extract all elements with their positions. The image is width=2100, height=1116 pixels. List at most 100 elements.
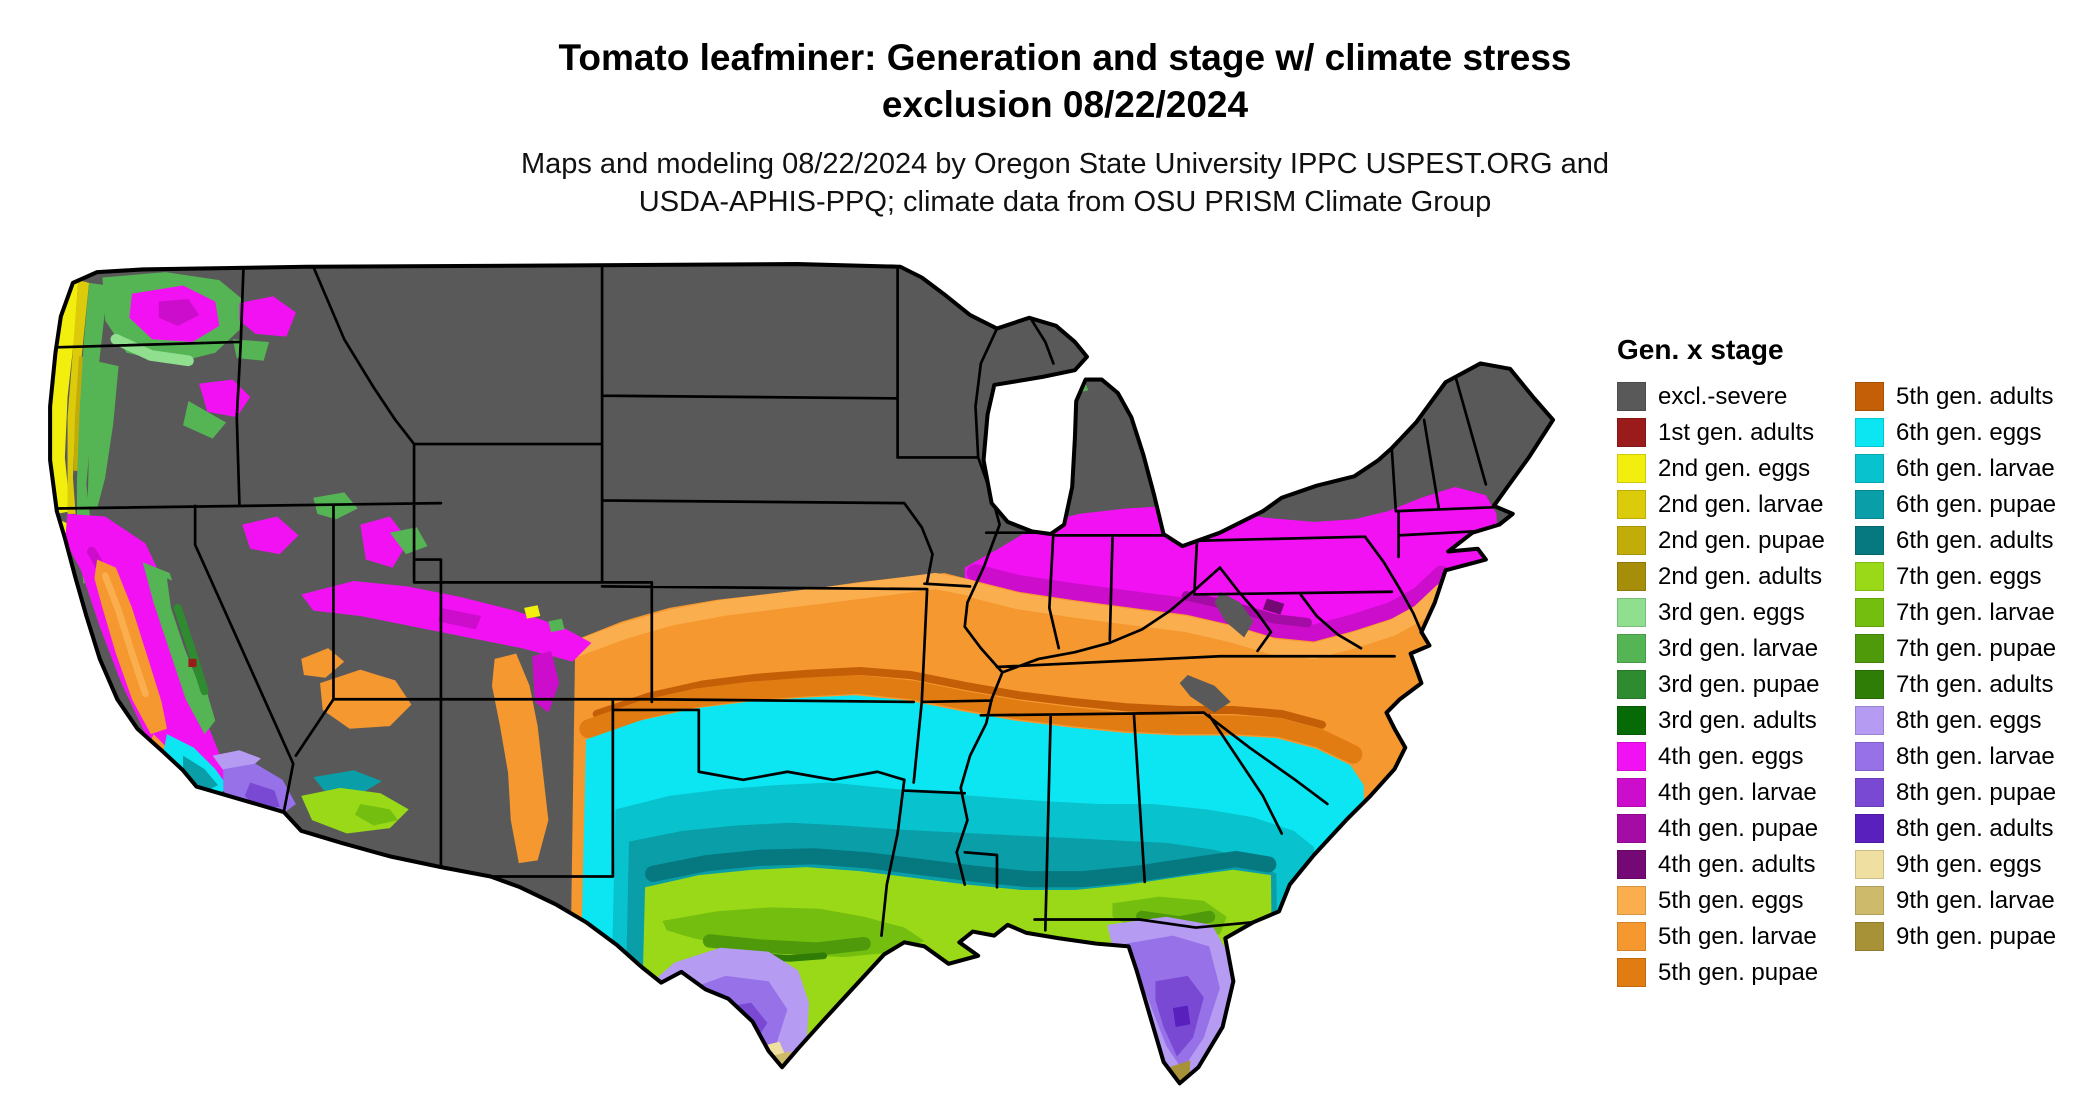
legend-swatch — [1617, 742, 1646, 771]
legend-label: 8th gen. larvae — [1896, 742, 2055, 770]
legend-label: 5th gen. pupae — [1658, 958, 1819, 986]
legend-swatch — [1617, 418, 1646, 447]
map-header: Tomato leafminer: Generation and stage w… — [0, 34, 2100, 221]
legend-label: 2nd gen. adults — [1658, 562, 1823, 590]
legend-row: 2nd gen. pupae — [1617, 526, 1845, 555]
legend-swatch — [1617, 850, 1646, 879]
map-title-line2: exclusion 08/22/2024 — [881, 84, 1249, 126]
legend-swatch — [1617, 526, 1646, 555]
legend-row: 7th gen. eggs — [1855, 562, 2083, 591]
legend-row: 8th gen. eggs — [1855, 706, 2083, 735]
legend-label: 3rd gen. eggs — [1658, 598, 1805, 626]
legend-row: 2nd gen. eggs — [1617, 454, 1845, 483]
legend-row: 4th gen. eggs — [1617, 742, 1845, 771]
legend-row: 8th gen. larvae — [1855, 742, 2083, 771]
legend-label: 2nd gen. larvae — [1658, 490, 1824, 518]
legend-swatch — [1855, 598, 1884, 627]
legend-label: 5th gen. larvae — [1658, 922, 1817, 950]
legend-label: 4th gen. adults — [1658, 850, 1816, 878]
legend-row: 1st gen. adults — [1617, 418, 1845, 447]
legend-label: 5th gen. adults — [1896, 382, 2054, 410]
legend-label: 4th gen. pupae — [1658, 814, 1819, 842]
legend-row: 2nd gen. larvae — [1617, 490, 1845, 519]
legend-label: 9th gen. pupae — [1896, 922, 2057, 950]
legend-label: 6th gen. eggs — [1896, 418, 2042, 446]
legend-label: 6th gen. pupae — [1896, 490, 2057, 518]
legend-swatch — [1855, 706, 1884, 735]
legend-swatch — [1855, 778, 1884, 807]
legend-label: 7th gen. eggs — [1896, 562, 2042, 590]
legend-row: 5th gen. pupae — [1617, 958, 1845, 987]
state-borders — [55, 264, 1497, 937]
legend-row: 9th gen. pupae — [1855, 922, 2083, 951]
legend-row: 5th gen. larvae — [1617, 922, 1845, 951]
legend-swatch — [1855, 634, 1884, 663]
legend: Gen. x stage excl.-severe 1st gen. adults… — [1617, 334, 2083, 987]
region-gen5-eggs-strip-east — [967, 582, 1450, 660]
legend-label: 3rd gen. larvae — [1658, 634, 1819, 662]
legend-swatch — [1617, 598, 1646, 627]
legend-label: 6th gen. adults — [1896, 526, 2054, 554]
legend-swatch — [1617, 778, 1646, 807]
legend-row: excl.-severe — [1617, 382, 1845, 411]
legend-swatch — [1617, 562, 1646, 591]
legend-swatch — [1855, 922, 1884, 951]
legend-row: 9th gen. eggs — [1855, 850, 2083, 879]
legend-title: Gen. x stage — [1617, 334, 1784, 365]
legend-swatch — [1855, 814, 1884, 843]
legend-row: 5th gen. adults — [1855, 382, 2083, 411]
map-raster-regions — [50, 264, 1554, 1084]
legend-row: 3rd gen. larvae — [1617, 634, 1845, 663]
us-map — [38, 256, 1596, 1095]
legend-row: 3rd gen. adults — [1617, 706, 1845, 735]
legend-swatch — [1617, 922, 1646, 951]
legend-swatch — [1855, 490, 1884, 519]
legend-row: 7th gen. adults — [1855, 670, 2083, 699]
legend-label: 6th gen. larvae — [1896, 454, 2055, 482]
legend-row: 6th gen. eggs — [1855, 418, 2083, 447]
legend-label: 8th gen. pupae — [1896, 778, 2057, 806]
legend-row: 6th gen. adults — [1855, 526, 2083, 555]
legend-label: 7th gen. larvae — [1896, 598, 2055, 626]
map-title: Tomato leafminer: Generation and stage w… — [0, 34, 2100, 129]
legend-row: 4th gen. adults — [1617, 850, 1845, 879]
legend-swatch — [1855, 742, 1884, 771]
legend-row: 8th gen. pupae — [1855, 778, 2083, 807]
legend-label: 8th gen. eggs — [1896, 706, 2042, 734]
legend-swatch — [1617, 670, 1646, 699]
legend-columns: excl.-severe 1st gen. adults 2nd gen. eggs… — [1617, 382, 2083, 987]
legend-row: 3rd gen. eggs — [1617, 598, 1845, 627]
legend-row: 9th gen. larvae — [1855, 886, 2083, 915]
region-gen7-pupae-texas — [702, 934, 871, 956]
legend-row: 4th gen. larvae — [1617, 778, 1845, 807]
legend-label: 8th gen. adults — [1896, 814, 2054, 842]
region-gen4-larvae-strip — [966, 564, 1451, 643]
legend-label: 1st gen. adults — [1658, 418, 1815, 446]
legend-label: 7th gen. adults — [1896, 670, 2054, 698]
legend-row: 5th gen. eggs — [1617, 886, 1845, 915]
legend-column-1: excl.-severe 1st gen. adults 2nd gen. eggs… — [1617, 382, 1845, 987]
legend-swatch — [1617, 958, 1646, 987]
map-subtitle-line1: Maps and modeling 08/22/2024 by Oregon S… — [520, 147, 1610, 180]
legend-label: 4th gen. larvae — [1658, 778, 1817, 806]
legend-swatch — [1855, 886, 1884, 915]
map-subtitle-line2: USDA-APHIS-PPQ; climate data from OSU PR… — [638, 185, 1492, 218]
legend-swatch — [1855, 382, 1884, 411]
legend-row: 7th gen. pupae — [1855, 634, 2083, 663]
legend-label: 4th gen. eggs — [1658, 742, 1804, 770]
legend-swatch — [1855, 418, 1884, 447]
legend-row: 7th gen. larvae — [1855, 598, 2083, 627]
legend-row: 2nd gen. adults — [1617, 562, 1845, 591]
legend-swatch — [1617, 886, 1646, 915]
legend-label: 3rd gen. adults — [1658, 706, 1817, 734]
legend-swatch — [1617, 814, 1646, 843]
legend-swatch — [1617, 706, 1646, 735]
legend-row: 3rd gen. pupae — [1617, 670, 1845, 699]
region-appalachian-exclusion — [1179, 591, 1285, 713]
legend-label: 5th gen. eggs — [1658, 886, 1804, 914]
legend-swatch — [1855, 562, 1884, 591]
legend-swatch — [1617, 382, 1646, 411]
region-gen4-pupae-strip — [1181, 591, 1312, 628]
legend-row: 4th gen. pupae — [1617, 814, 1845, 843]
